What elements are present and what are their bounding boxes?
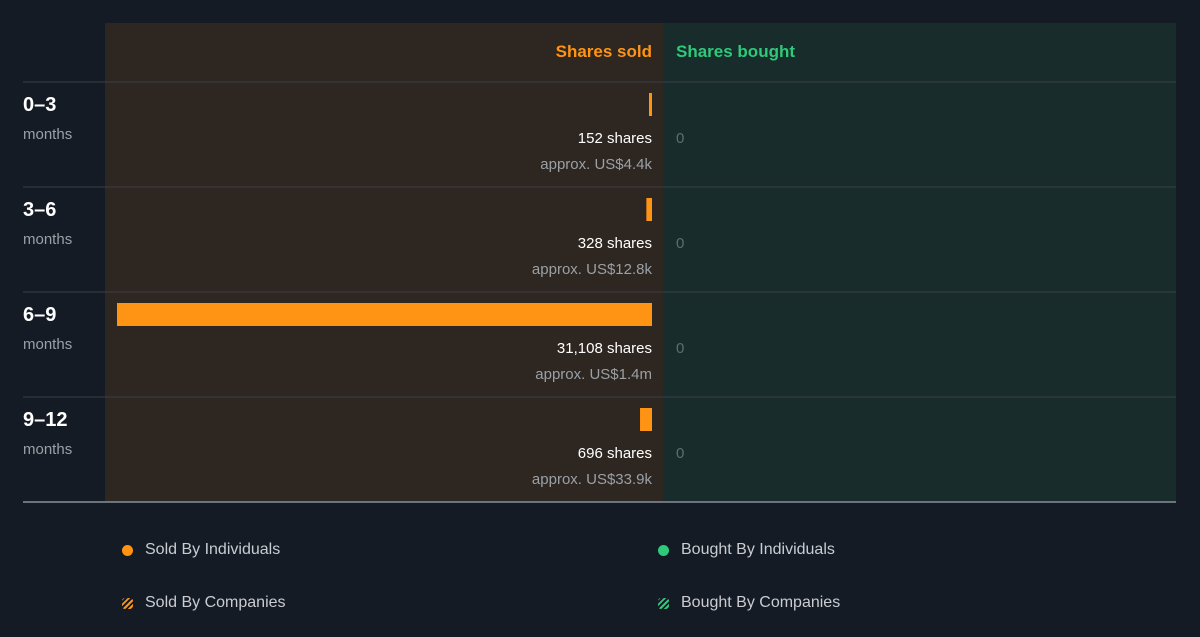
- period-range-label: 9–12: [23, 409, 68, 431]
- legend-item: Bought By Companies: [658, 594, 840, 612]
- legend-label: Sold By Companies: [145, 594, 286, 611]
- period-unit-label: months: [23, 441, 72, 458]
- sold-bar: [117, 303, 652, 326]
- legend-item: Sold By Individuals: [122, 541, 280, 559]
- period-unit-label: months: [23, 231, 72, 248]
- sold-bar: [640, 408, 652, 431]
- bought-header: Shares bought: [676, 42, 795, 61]
- insider-trading-chart: Shares sold Shares bought 0–3 months 152 s…: [23, 23, 1176, 503]
- bought-shares-label: 0: [676, 445, 684, 462]
- legend-item: Bought By Individuals: [658, 541, 835, 559]
- green-dot-icon: [658, 544, 669, 556]
- sold-panel: [105, 23, 663, 502]
- sold-value-label: approx. US$4.4k: [540, 156, 652, 173]
- sold-bar: [649, 93, 652, 116]
- bought-panel: [663, 23, 1176, 502]
- sold-value-label: approx. US$33.9k: [532, 471, 653, 488]
- sold-bar: [646, 198, 652, 221]
- sold-value-label: approx. US$12.8k: [532, 261, 653, 278]
- legend-label: Bought By Companies: [681, 594, 841, 611]
- bought-shares-label: 0: [676, 340, 684, 357]
- sold-shares-label: 328 shares: [578, 235, 652, 252]
- orange-dot-icon: [122, 544, 133, 556]
- legend-item: Sold By Companies: [122, 594, 286, 612]
- orange-striped-icon: [122, 597, 133, 609]
- period-unit-label: months: [23, 126, 72, 143]
- sold-shares-label: 696 shares: [578, 445, 652, 462]
- sold-shares-label: 152 shares: [578, 130, 652, 147]
- period-range-label: 3–6: [23, 199, 56, 221]
- sold-shares-label: 31,108 shares: [557, 340, 652, 357]
- period-range-label: 6–9: [23, 304, 56, 326]
- green-striped-icon: [658, 597, 669, 609]
- bought-shares-label: 0: [676, 235, 684, 252]
- sold-value-label: approx. US$1.4m: [535, 366, 652, 383]
- period-range-label: 0–3: [23, 94, 56, 116]
- period-unit-label: months: [23, 336, 72, 353]
- legend-label: Sold By Individuals: [145, 541, 281, 558]
- sold-header: Shares sold: [556, 42, 652, 61]
- bought-shares-label: 0: [676, 130, 684, 147]
- legend-label: Bought By Individuals: [681, 541, 835, 558]
